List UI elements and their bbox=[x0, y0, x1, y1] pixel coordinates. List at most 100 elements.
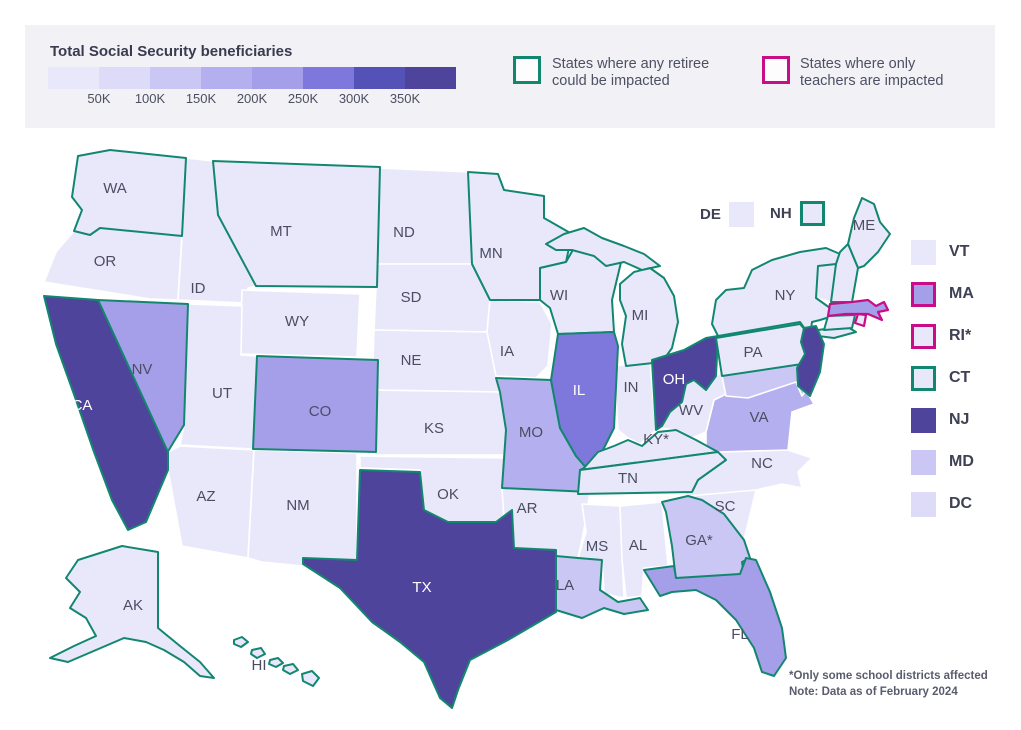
state-label-AZ: AZ bbox=[196, 488, 215, 505]
scale-swatch-5 bbox=[303, 67, 354, 89]
state-label-TN: TN bbox=[618, 470, 638, 487]
scale-tick-300K: 300K bbox=[338, 91, 370, 106]
state-RI bbox=[853, 312, 868, 328]
small-states-list: VT MA RI* CT NJ MD DC bbox=[911, 231, 974, 525]
state-CO bbox=[252, 355, 379, 453]
state-label-AK: AK bbox=[123, 597, 143, 614]
state-label-NM: NM bbox=[286, 497, 309, 514]
state-NJ bbox=[796, 325, 825, 397]
side-list-item-CT: CT bbox=[911, 357, 974, 399]
side-swatch-MD bbox=[911, 449, 936, 475]
retiree-legend-line1: States where any retiree bbox=[552, 56, 710, 72]
state-label-PA: PA bbox=[744, 344, 763, 361]
side-list-item-MA: MA bbox=[911, 273, 974, 315]
side-label-VT: VT bbox=[949, 243, 970, 260]
side-label-CT: CT bbox=[949, 369, 971, 386]
callout-de-swatch bbox=[728, 202, 754, 227]
state-label-WA: WA bbox=[103, 180, 127, 197]
callout-de: DE bbox=[700, 202, 754, 227]
side-swatch-NJ bbox=[911, 407, 936, 433]
state-OH bbox=[651, 335, 719, 431]
state-label-MT: MT bbox=[270, 223, 292, 240]
retiree-legend-line2: could be impacted bbox=[552, 73, 670, 90]
footnote-date: Note: Data as of February 2024 bbox=[789, 686, 958, 699]
scale-tick-350K: 350K bbox=[389, 91, 421, 106]
state-label-MN: MN bbox=[479, 245, 502, 262]
state-CA bbox=[43, 295, 169, 531]
state-label-IA: IA bbox=[500, 343, 514, 360]
state-MT bbox=[212, 160, 381, 288]
side-list-item-NJ: NJ bbox=[911, 399, 974, 441]
scale-tick-50K: 50K bbox=[87, 91, 111, 106]
side-label-MD: MD bbox=[949, 453, 974, 470]
side-label-RI: RI* bbox=[949, 327, 972, 344]
footnotes: *Only some school districts affected Not… bbox=[789, 668, 988, 700]
state-label-MI: MI bbox=[632, 307, 649, 324]
state-label-MS: MS bbox=[586, 538, 609, 555]
scale-swatch-7 bbox=[405, 67, 456, 89]
state-label-CO: CO bbox=[309, 403, 332, 420]
side-swatch-VT bbox=[911, 239, 936, 265]
state-ND bbox=[376, 167, 473, 265]
state-label-AR: AR bbox=[517, 500, 538, 517]
scale-swatch-3 bbox=[201, 67, 252, 89]
state-label-OK: OK bbox=[437, 486, 459, 503]
state-label-WY: WY bbox=[285, 313, 309, 330]
side-list-item-MD: MD bbox=[911, 441, 974, 483]
callout-nh-swatch bbox=[799, 201, 825, 226]
state-label-ID: ID bbox=[191, 280, 206, 297]
retiree-legend-swatch bbox=[513, 56, 541, 84]
side-label-MA: MA bbox=[949, 285, 974, 302]
state-label-OH: OH bbox=[663, 371, 686, 388]
scale-tick-250K: 250K bbox=[287, 91, 319, 106]
teacher-legend-line2: teachers are impacted bbox=[800, 73, 944, 90]
state-label-SC: SC bbox=[715, 498, 736, 515]
state-CT bbox=[823, 314, 856, 331]
state-label-ME: ME bbox=[853, 217, 876, 234]
side-swatch-DC bbox=[911, 491, 936, 517]
scale-swatch-1 bbox=[99, 67, 150, 89]
legend-panel: Total Social Security beneficiaries 50K 1… bbox=[25, 25, 995, 128]
teacher-legend-swatch bbox=[762, 56, 790, 84]
legend-title: Total Social Security beneficiaries bbox=[50, 43, 293, 60]
side-list-item-VT: VT bbox=[911, 231, 974, 273]
state-label-LA: LA bbox=[556, 577, 574, 594]
state-label-ND: ND bbox=[393, 224, 415, 241]
side-list-item-DC: DC bbox=[911, 483, 974, 525]
state-MI bbox=[545, 227, 679, 367]
state-NH bbox=[830, 243, 859, 303]
side-list-item-RI: RI* bbox=[911, 315, 974, 357]
callout-nh: NH bbox=[770, 201, 825, 226]
scale-swatch-6 bbox=[354, 67, 405, 89]
state-label-NE: NE bbox=[401, 352, 422, 369]
side-swatch-MA bbox=[911, 281, 936, 307]
state-label-GA: GA* bbox=[685, 532, 713, 549]
state-AL bbox=[619, 501, 669, 599]
state-label-TX: TX bbox=[412, 579, 431, 596]
state-FL bbox=[643, 557, 787, 677]
side-label-DC: DC bbox=[949, 495, 973, 512]
state-ME bbox=[847, 197, 891, 269]
state-SD bbox=[373, 263, 491, 333]
footnote-asterisk: *Only some school districts affected bbox=[789, 670, 988, 682]
state-label-IN: IN bbox=[624, 379, 639, 396]
state-label-AL: AL bbox=[629, 537, 647, 554]
state-label-OR: OR bbox=[94, 253, 117, 270]
teacher-legend-line1: States where only bbox=[800, 56, 916, 72]
state-MA bbox=[826, 298, 890, 322]
side-swatch-CT bbox=[911, 365, 936, 391]
state-label-WI: WI bbox=[550, 287, 568, 304]
retiree-legend-label: States where any retiree could be impact… bbox=[552, 56, 709, 90]
scale-swatch-0 bbox=[48, 67, 99, 89]
state-label-FL: FL bbox=[731, 626, 749, 643]
state-label-NY: NY bbox=[775, 287, 796, 304]
state-label-NV: NV bbox=[132, 361, 153, 378]
state-WA bbox=[71, 149, 187, 237]
scale-swatch-2 bbox=[150, 67, 201, 89]
callout-nh-label: NH bbox=[770, 205, 792, 222]
scale-tick-150K: 150K bbox=[185, 91, 217, 106]
scale-tick-100K: 100K bbox=[134, 91, 166, 106]
scale-swatch-4 bbox=[252, 67, 303, 89]
state-AK bbox=[49, 545, 215, 679]
